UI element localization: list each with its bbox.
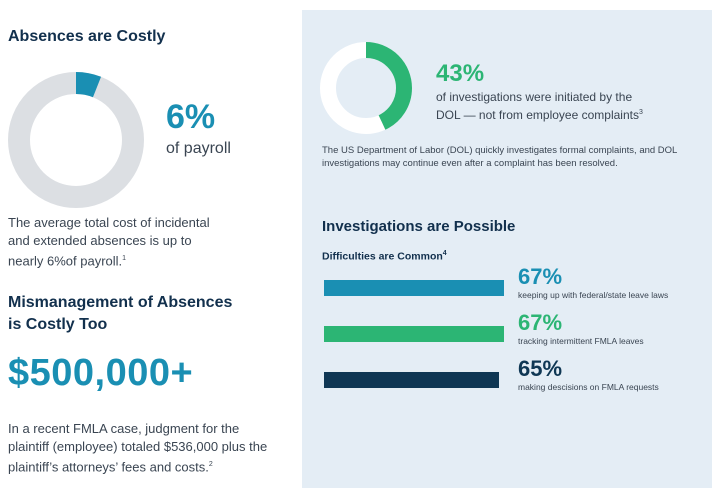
bar-value-label: 67%	[518, 264, 563, 289]
payroll-pct: 6%	[166, 98, 216, 136]
bar-value-label: 65%	[518, 356, 563, 381]
investigations-pct-label: of investigations were initiated by the …	[436, 90, 676, 123]
footnote-marker: 4	[442, 250, 447, 257]
mismanagement-title: Mismanagement of Absences is Costly Too	[8, 292, 232, 336]
absences-title: Absences are Costly	[8, 28, 166, 45]
difficulties-subtitle: Difficulties are Common4	[322, 250, 447, 263]
bar-value-label: 67%	[518, 310, 563, 335]
left-panel: Absences are Costly 6% of payroll The av…	[0, 0, 300, 500]
donut-value-slice	[8, 72, 144, 208]
desc-line: The average total cost of incidental	[8, 215, 210, 230]
case-line: In a recent FMLA case, judgment for the	[8, 421, 240, 436]
title-line: is Costly Too	[8, 316, 108, 333]
payroll-pct-label: of payroll	[166, 140, 231, 157]
desc-line: nearly 6%of payroll.	[8, 253, 123, 269]
bar-1	[324, 280, 504, 296]
absence-cost-description: The average total cost of incidental and…	[8, 214, 298, 270]
desc-line: and extended absences is up to	[8, 233, 192, 248]
payroll-donut-chart	[8, 72, 144, 208]
investigations-pct: 43%	[436, 60, 485, 87]
footnote-marker: 1	[122, 255, 127, 262]
judgment-amount: $500,000+	[8, 352, 194, 394]
dol-note: The US Department of Labor (DOL) quickly…	[322, 144, 707, 170]
right-panel: 43% of investigations were initiated by …	[302, 10, 712, 488]
footnote-marker: 3	[638, 109, 643, 116]
case-line: plaintiff (employee) totaled $536,000 pl…	[8, 439, 268, 454]
note-line: investigations may continue even after a…	[322, 158, 618, 169]
label-line: of investigations were initiated by the	[436, 90, 633, 104]
investigations-donut-chart	[320, 42, 412, 134]
bar-category-label: tracking intermittent FMLA leaves	[518, 336, 644, 346]
donut-value-slice	[320, 42, 412, 134]
title-line: Mismanagement of Absences	[8, 294, 233, 311]
bar-category-label: keeping up with federal/state leave laws	[518, 290, 669, 300]
fmla-case-description: In a recent FMLA case, judgment for the …	[8, 420, 303, 476]
label-line: DOL — not from employee complaints	[436, 108, 639, 122]
investigations-title: Investigations are Possible	[322, 218, 516, 235]
donut-remainder-slice	[8, 72, 144, 208]
bar-category-label: making descisions on FMLA requests	[518, 382, 659, 392]
bar-3	[324, 372, 499, 388]
footnote-marker: 2	[208, 461, 213, 468]
case-line: plaintiff’s attorneys’ fees and costs.	[8, 459, 209, 475]
bar-2	[324, 326, 504, 342]
note-line: The US Department of Labor (DOL) quickly…	[322, 145, 678, 156]
